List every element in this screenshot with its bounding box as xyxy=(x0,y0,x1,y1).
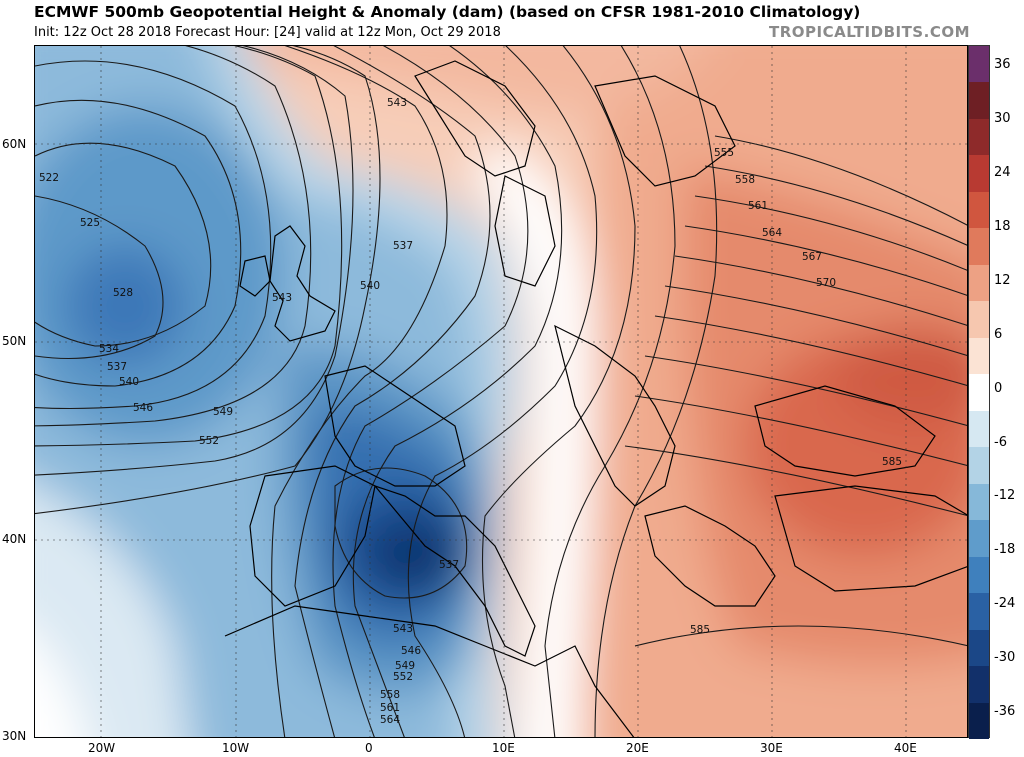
contour-label: 543 xyxy=(393,623,413,635)
colorbar-label: 24 xyxy=(994,164,1011,180)
colorbar-segment xyxy=(969,629,989,667)
contour-label: 537 xyxy=(439,559,459,571)
contour-label: 558 xyxy=(380,689,400,701)
contour-label: 570 xyxy=(816,277,836,289)
colorbar-label: 12 xyxy=(994,272,1011,288)
contour-label: 585 xyxy=(690,624,710,636)
colorbar-segment xyxy=(969,556,989,594)
colorbar-label: 30 xyxy=(994,110,1011,126)
lon-label-0: 0 xyxy=(365,741,373,755)
lon-label-40e: 40E xyxy=(894,741,917,755)
colorbar-label: 36 xyxy=(994,57,1011,72)
colorbar-segment xyxy=(969,82,989,120)
contour-label: 558 xyxy=(735,174,755,186)
height-contours xyxy=(35,46,967,737)
colorbar-label: 0 xyxy=(994,380,1003,396)
contour-label: 549 xyxy=(213,406,233,418)
lat-label-40n: 40N xyxy=(2,532,27,546)
colorbar-segment xyxy=(969,483,989,521)
contour-label: 561 xyxy=(380,702,400,714)
colorbar-segment xyxy=(969,228,989,266)
colorbar-label: -6 xyxy=(994,434,1007,450)
contour-label: 543 xyxy=(387,97,407,109)
colorbar-segment xyxy=(969,593,989,631)
contour-label: 534 xyxy=(99,343,119,355)
contour-label: 564 xyxy=(380,714,400,726)
contour-label: 546 xyxy=(133,402,153,414)
brand-watermark[interactable]: TROPICALTIDBITS.COM xyxy=(769,23,970,41)
anomaly-field xyxy=(35,46,967,737)
colorbar-label: -36 xyxy=(994,704,1016,720)
contour-label: 528 xyxy=(113,287,133,299)
page-title: ECMWF 500mb Geopotential Height & Anomal… xyxy=(34,3,861,21)
lat-label-30n: 30N xyxy=(2,729,27,743)
colorbar-segment xyxy=(969,118,989,156)
colorbar-label: 6 xyxy=(994,326,1003,342)
coastlines xyxy=(224,60,967,737)
colorbar-label: -24 xyxy=(994,596,1016,612)
contour-label: 543 xyxy=(272,292,292,304)
lat-label-50n: 50N xyxy=(2,334,27,348)
run-info: Init: 12z Oct 28 2018 Forecast Hour: [24… xyxy=(34,25,501,40)
colorbar-segment xyxy=(969,520,989,558)
lat-label-60n: 60N xyxy=(2,137,27,151)
contour-label: 552 xyxy=(199,435,219,447)
contour-label: 546 xyxy=(401,645,421,657)
colorbar-segment xyxy=(969,410,989,448)
contour-label: 522 xyxy=(39,172,59,184)
lon-label-20e: 20E xyxy=(626,741,649,755)
anomaly-colorbar xyxy=(968,45,990,740)
colorbar-segment xyxy=(969,374,989,412)
colorbar-label: 18 xyxy=(994,218,1011,234)
contour-label: 540 xyxy=(119,376,139,388)
contour-label: 537 xyxy=(393,240,413,252)
colorbar-label: -12 xyxy=(994,488,1016,504)
colorbar-segment xyxy=(969,337,989,375)
colorbar-segment xyxy=(969,702,989,740)
contour-labels: 522 525 528 534 537 540 546 549 552 543 … xyxy=(39,97,902,726)
colorbar-segment xyxy=(969,301,989,339)
contour-label: 561 xyxy=(748,200,768,212)
colorbar-segment xyxy=(969,191,989,229)
colorbar-segment xyxy=(969,264,989,302)
contour-label: 549 xyxy=(395,660,415,672)
contour-label: 564 xyxy=(762,227,782,239)
anomaly-map: 522 525 528 534 537 540 546 549 552 543 … xyxy=(34,45,968,738)
lon-label-20w: 20W xyxy=(88,741,116,755)
colorbar-segment xyxy=(969,46,989,83)
lon-label-10w: 10W xyxy=(222,741,250,755)
contour-label: 540 xyxy=(360,280,380,292)
contour-label: 567 xyxy=(802,251,822,263)
colorbar-segment xyxy=(969,666,989,704)
colorbar-segment xyxy=(969,155,989,193)
colorbar-label: -18 xyxy=(994,542,1016,558)
contour-label: 525 xyxy=(80,217,100,229)
contour-label: 585 xyxy=(882,456,902,468)
lon-label-10e: 10E xyxy=(492,741,515,755)
lon-label-30e: 30E xyxy=(760,741,783,755)
contour-label: 552 xyxy=(393,671,413,683)
colorbar-segment xyxy=(969,447,989,485)
contour-label: 555 xyxy=(714,147,734,159)
colorbar-label: -30 xyxy=(994,650,1016,666)
contour-label: 537 xyxy=(107,361,127,373)
graticule xyxy=(35,46,967,737)
